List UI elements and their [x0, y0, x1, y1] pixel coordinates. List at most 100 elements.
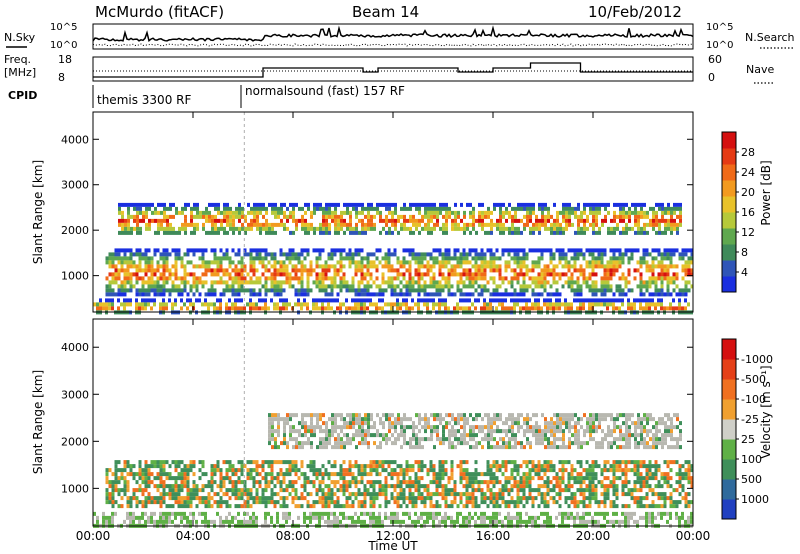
- heatmap-cell-1542: [390, 468, 394, 473]
- heatmap-cell-1684: [441, 496, 445, 501]
- heatmap-cell-267: [403, 417, 406, 422]
- heatmap-cell-21: [127, 214, 130, 219]
- heatmap-cell-1567: [324, 268, 328, 273]
- heatmap-cell-182: [358, 413, 361, 418]
- heatmap-cell-1788: [411, 284, 415, 289]
- heatmap-cell-76: [304, 441, 307, 446]
- heatmap-cell-2568: [153, 298, 156, 303]
- heatmap-cell-761: [556, 218, 559, 223]
- heatmap-cell-1123: [150, 264, 154, 269]
- freq-row: Freq. [MHz] 18 8 60 0 Nave: [4, 53, 775, 84]
- heatmap-cell-1168: [240, 480, 244, 485]
- heatmap-cell-1436: [348, 480, 352, 485]
- heatmap-cell-1054: [192, 480, 196, 485]
- heatmap-cell-463: [382, 202, 385, 207]
- heatmap-cell-663: [502, 202, 505, 207]
- heatmap-cell-1165: [240, 464, 244, 469]
- heatmap-cell-871: [126, 480, 130, 485]
- heatmap-cell-209: [367, 441, 370, 446]
- heatmap-cell-1446: [276, 272, 280, 277]
- heatmap-cell-1445: [276, 268, 280, 273]
- heatmap-cell-627: [478, 222, 481, 227]
- heatmap-cell-1358: [240, 288, 244, 293]
- heatmap-cell-599: [460, 202, 463, 207]
- heatmap-cell-730: [637, 445, 640, 450]
- heatmap-cell-984: [168, 496, 172, 501]
- heatmap-cell-540: [547, 421, 550, 426]
- heatmap-cell-1211: [255, 496, 259, 501]
- heatmap-cell-887: [132, 492, 136, 497]
- heatmap-cell-125: [331, 417, 334, 422]
- heatmap-cell-1600: [336, 272, 340, 277]
- heatmap-cell-1018: [180, 484, 184, 489]
- heatmap-cell-1389: [330, 480, 334, 485]
- heatmap-cell-663: [607, 413, 610, 418]
- heatmap-cell-2480: [678, 288, 682, 293]
- heatmap-cell-2048: [510, 248, 514, 253]
- heatmap-cell-1184: [246, 488, 250, 493]
- heatmap-cell-320: [301, 226, 304, 231]
- heatmap-cell-1657: [360, 256, 364, 261]
- heatmap-cell-2418: [654, 292, 658, 297]
- heatmap-cell-441: [367, 214, 370, 219]
- heatmap-cell-533: [424, 206, 427, 211]
- heatmap-cell-485: [394, 206, 397, 211]
- heatmap-cell-644: [595, 429, 598, 434]
- heatmap-cell-14: [271, 437, 274, 442]
- heatmap-cell-1779: [480, 500, 484, 505]
- heatmap-cell-868: [126, 460, 130, 465]
- heatmap-cell-1870: [441, 276, 445, 281]
- heatmap-cell-573: [442, 230, 445, 235]
- heatmap-cell-1225: [186, 292, 190, 297]
- heatmap-cell-1393: [330, 500, 334, 505]
- heatmap-cell-422: [358, 202, 361, 207]
- heatmap-cell-1201: [177, 276, 181, 281]
- heatmap-cell-1521: [381, 464, 385, 469]
- heatmap-cell-2400: [648, 284, 652, 289]
- heatmap-cell-63: [148, 226, 151, 231]
- heatmap-cell-2581: [171, 306, 174, 311]
- heatmap-cell-673: [610, 441, 613, 446]
- heatmap-cell-264: [400, 433, 403, 438]
- heatmap-cell-918: [643, 226, 646, 231]
- heatmap-cell-518: [415, 206, 418, 211]
- heatmap-cell-2686: [312, 306, 315, 311]
- heatmap-cell-1515: [378, 480, 382, 485]
- heatmap-cell-1655: [357, 292, 361, 297]
- heatmap-cell-1112: [219, 476, 223, 481]
- heatmap-cell-365: [457, 413, 460, 418]
- heatmap-cell-1672: [438, 480, 442, 485]
- heatmap-cell-478: [391, 202, 394, 207]
- heatmap-cell-1457: [279, 280, 283, 285]
- heatmap-cell-1664: [360, 288, 364, 293]
- heatmap-cell-2019: [495, 268, 499, 273]
- heatmap-cell-771: [658, 421, 661, 426]
- heatmap-cell-3014: [672, 306, 675, 311]
- heatmap-cell-2868: [516, 302, 519, 307]
- heatmap-cell-1164: [240, 460, 244, 465]
- heatmap-cell-2649: [258, 306, 261, 311]
- heatmap-cell-2778: [417, 306, 420, 311]
- heatmap-cell-1763: [402, 284, 406, 289]
- heatmap-cell-577: [562, 421, 565, 426]
- heatmap-cell-478: [511, 445, 514, 450]
- heatmap-cell-1373: [324, 484, 328, 489]
- heatmap-cell-1768: [405, 280, 409, 285]
- heatmap-cell-1767: [474, 500, 478, 505]
- heatmap-cell-213: [238, 210, 241, 215]
- heatmap-cell-1625: [348, 248, 352, 253]
- heatmap-cell-235: [250, 226, 253, 231]
- heatmap-cell-51: [142, 214, 145, 219]
- heatmap-cell-2853: [501, 306, 504, 311]
- heatmap-cell-145: [202, 214, 205, 219]
- heatmap-cell-1400: [333, 500, 337, 505]
- heatmap-cell-207: [235, 206, 238, 211]
- heatmap-cell-1146: [231, 488, 235, 493]
- heatmap-cell-2442: [663, 268, 667, 273]
- heatmap-cell-768: [559, 230, 562, 235]
- heatmap-cell-2501: [687, 256, 691, 261]
- heatmap-cell-1915: [459, 260, 463, 265]
- heatmap-cell-1504: [372, 504, 376, 509]
- heatmap-cell-114: [181, 226, 184, 231]
- heatmap-cell-2677: [300, 302, 303, 307]
